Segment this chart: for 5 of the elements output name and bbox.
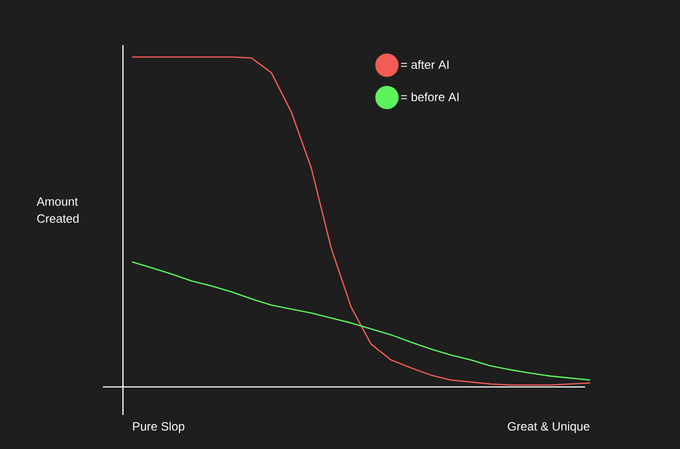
- text: Great & Unique: [508, 422, 590, 433]
- legend-label: = before AI: [401, 92, 459, 102]
- text: Pure Slop: [133, 422, 184, 433]
- legend-label: = after AI: [401, 60, 449, 69]
- y-axis-title: Amount Created: [36, 197, 79, 223]
